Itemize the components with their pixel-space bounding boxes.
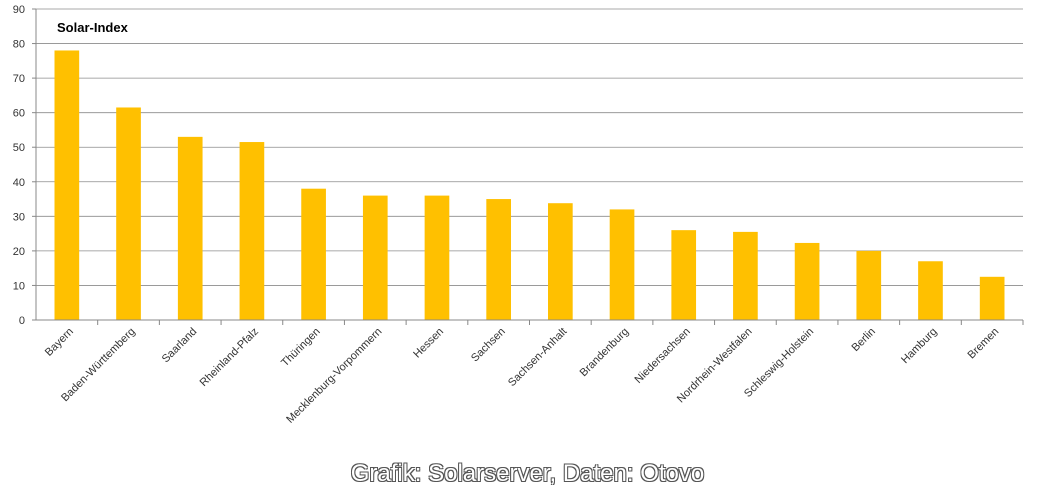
y-tick-label: 20 [13,246,25,258]
y-tick-label: 60 [13,108,25,120]
bar [671,230,697,320]
chart-title: Solar-Index [57,20,129,35]
y-axis-ticks: 0 10 20 30 40 50 60 70 80 90 [13,4,36,327]
x-category-label: Niedersachsen [632,326,692,386]
x-category-label: Brandenburg [578,326,631,379]
x-category-label: Berlin [850,326,878,354]
y-tick-label: 90 [13,4,25,16]
x-category-label: Hamburg [899,326,939,366]
bar [177,136,203,320]
bar [979,276,1005,320]
y-tick-label: 80 [13,39,25,51]
bar [54,50,80,320]
bar [116,107,141,320]
x-category-label: Thüringen [279,326,323,370]
bar [362,195,388,320]
bar [486,199,511,320]
bar [424,195,450,320]
y-tick-label: 50 [13,142,25,154]
x-category-label: Sachsen-Anhalt [506,326,569,389]
bar [301,188,326,320]
bar [856,250,882,320]
bar [733,231,758,320]
x-category-label: Bremen [966,326,1002,362]
x-category-label: Saarland [160,326,200,366]
y-tick-label: 10 [13,280,25,292]
bar [548,203,573,320]
bars [54,50,1005,320]
x-category-label: Rheinland-Pfalz [198,326,261,389]
x-category-label: Bayern [43,326,76,359]
x-category-label: Schleswig-Holstein [742,326,816,400]
bar-chart: 0 10 20 30 40 50 60 70 80 90 BayernBaden-Württemb… [13,4,1024,426]
y-tick-label: 0 [19,315,25,327]
bar [794,242,820,320]
x-category-label: Sachsen [469,326,508,365]
bar [239,142,265,320]
source-credit: Grafik: Solarserver, Daten: Otovo [350,460,705,487]
y-tick-label: 70 [13,73,25,85]
bar [918,261,943,320]
x-category-label: Hessen [411,326,446,361]
bar [609,209,635,320]
y-tick-label: 40 [13,177,25,189]
y-tick-label: 30 [13,211,25,223]
